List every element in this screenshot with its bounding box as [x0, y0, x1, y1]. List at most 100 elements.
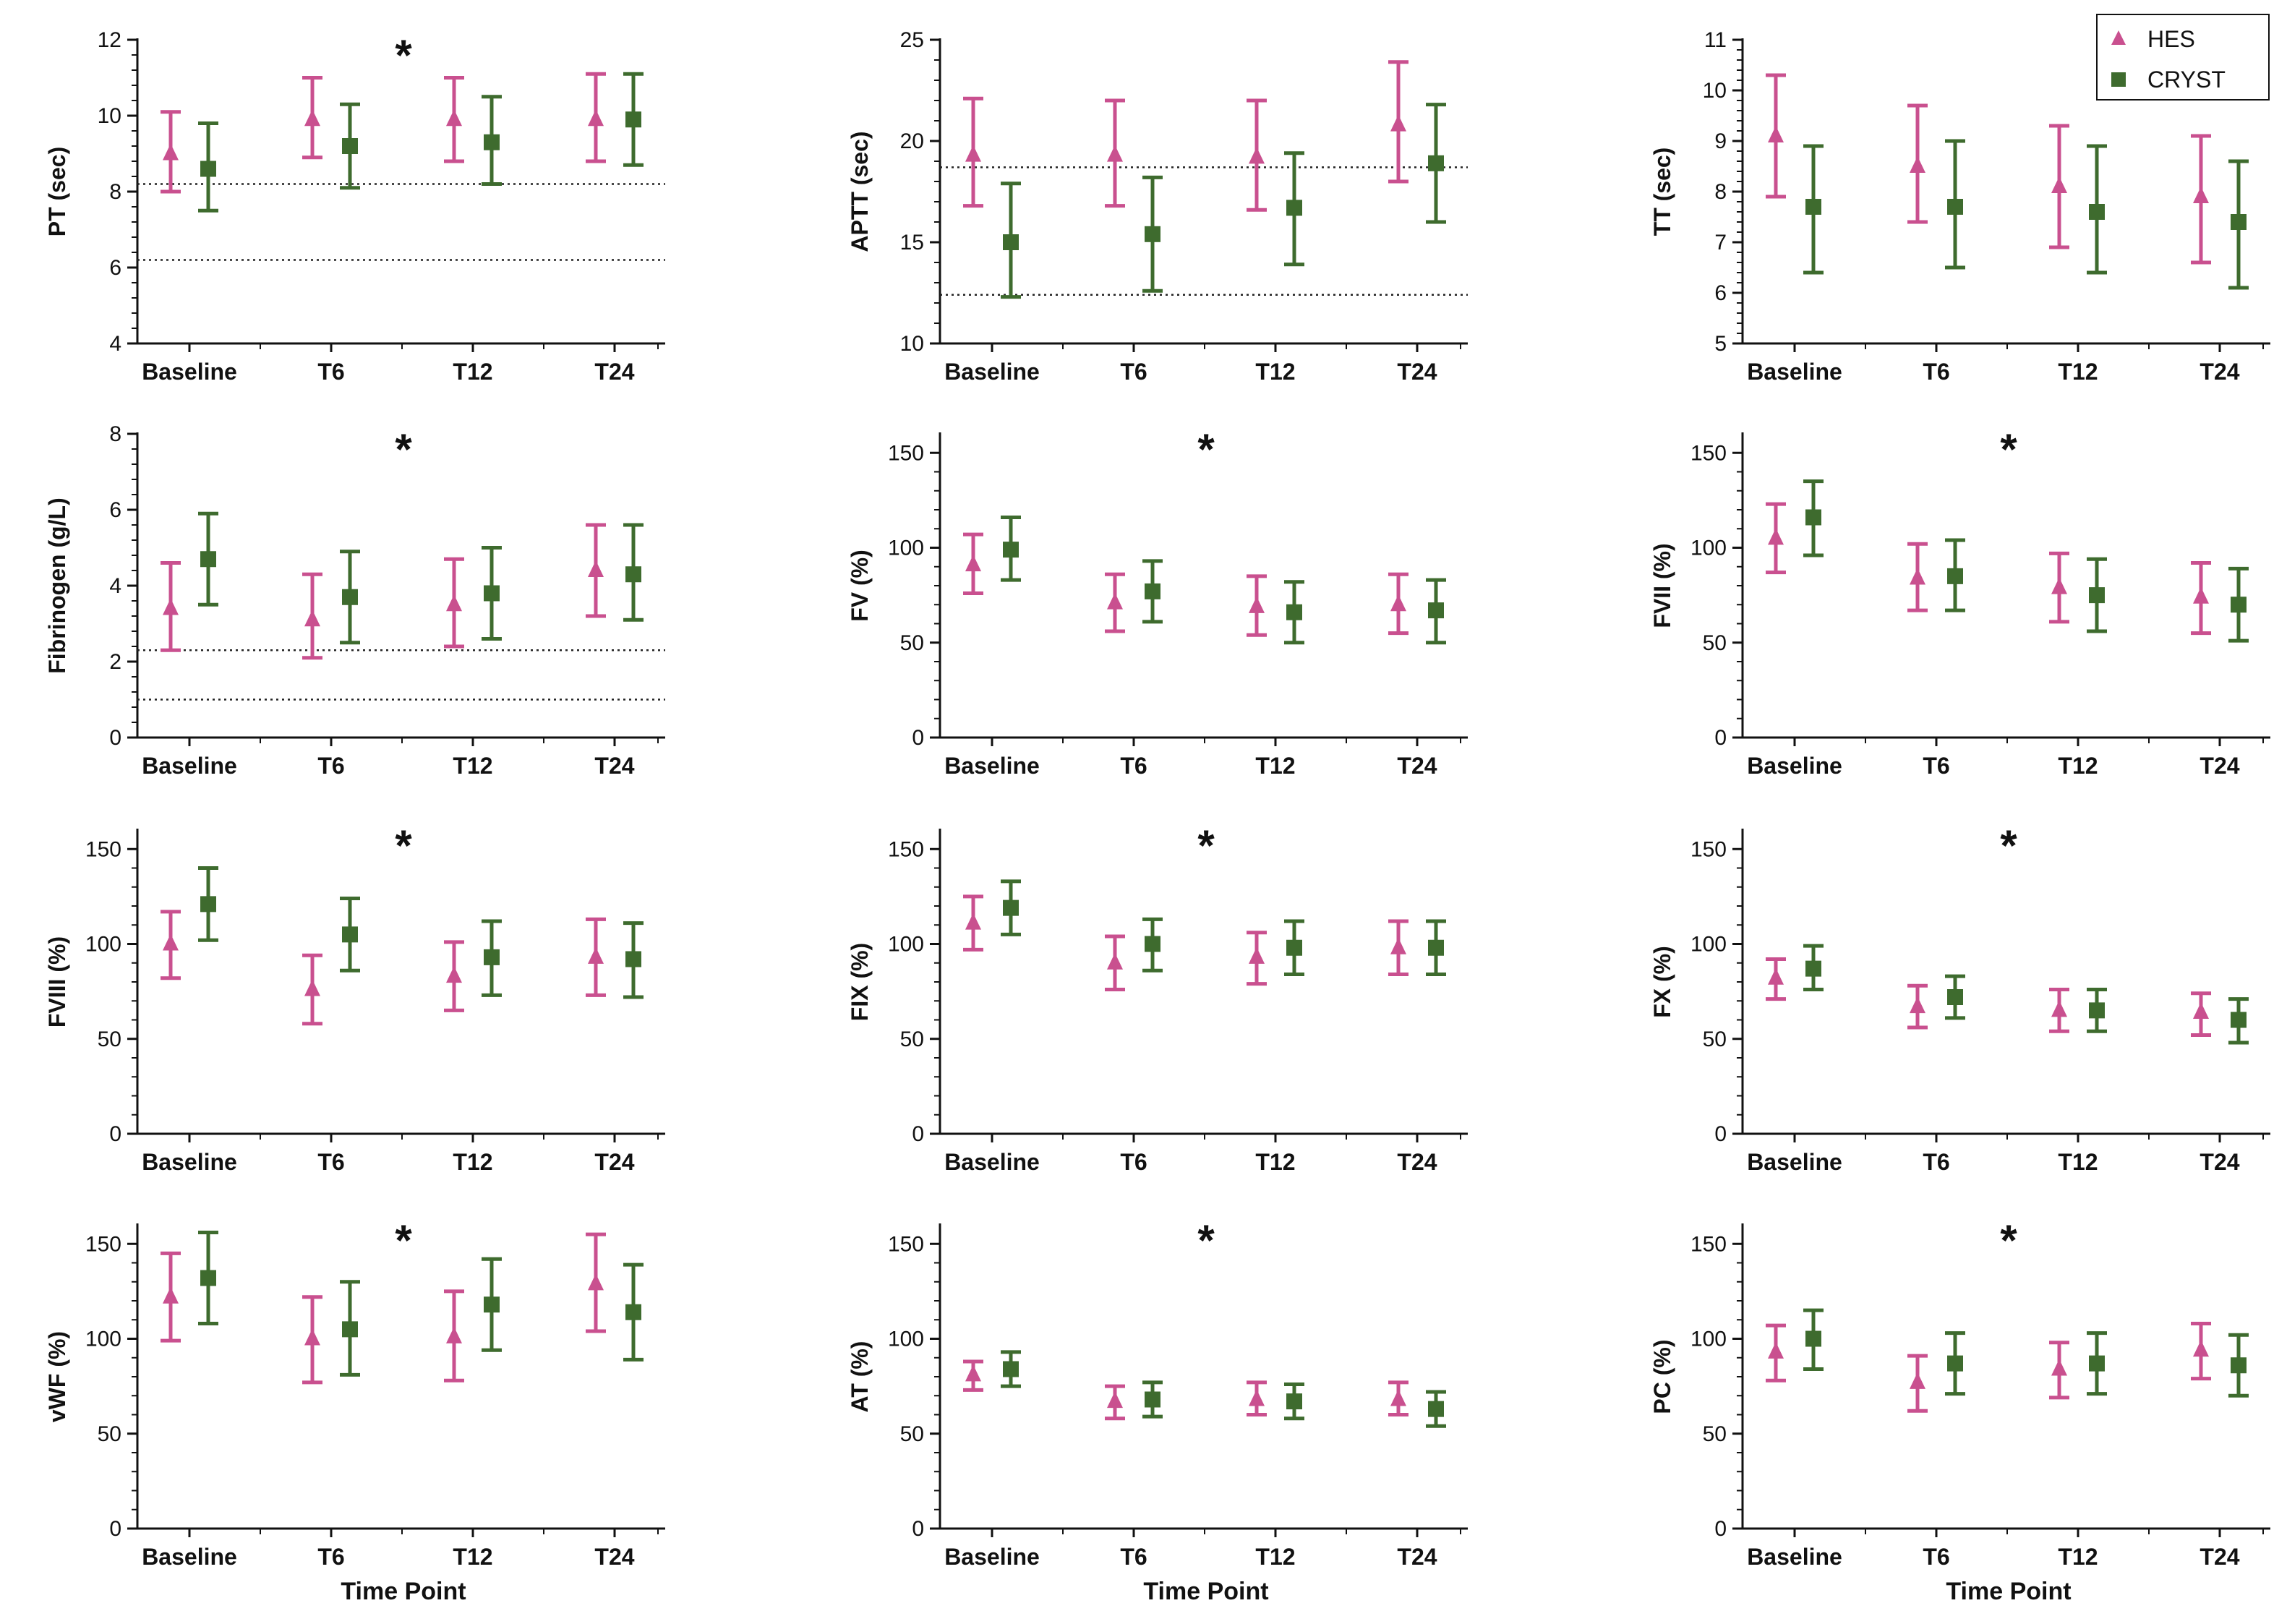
- significance-marker: *: [1197, 821, 1215, 870]
- significance-marker: *: [2000, 425, 2017, 474]
- x-tick-label: T12: [2058, 1149, 2098, 1175]
- x-tick-label: T6: [317, 359, 344, 385]
- data-point-cryst: [1805, 199, 1821, 215]
- x-axis-title: Time Point: [341, 1578, 466, 1605]
- panel-fvii: 0 50 100 150 Baseline T6 T12 T24 FVII (%) *: [1649, 425, 2270, 779]
- y-axis-label: PT (sec): [44, 147, 70, 236]
- y-tick-label: 15: [900, 231, 924, 255]
- x-tick-label: T24: [2200, 1544, 2239, 1570]
- data-point-cryst: [2089, 587, 2105, 604]
- data-point-cryst: [1805, 960, 1821, 977]
- data-point-hes: [1107, 145, 1123, 162]
- x-tick-label: T24: [2200, 753, 2239, 779]
- y-tick-label: 50: [900, 631, 924, 655]
- x-axis-title: Time Point: [1143, 1578, 1268, 1605]
- data-point-cryst: [1805, 1330, 1821, 1347]
- y-tick-label: 0: [1714, 726, 1727, 750]
- significance-marker: *: [2000, 1216, 2017, 1265]
- panel-vwf: 0 50 100 150 Baseline T6 T12 T24 vWF (%) Time Poi…: [44, 1216, 665, 1605]
- data-point-hes: [2051, 176, 2067, 193]
- data-point-cryst: [342, 589, 358, 605]
- y-tick-label: 0: [1714, 1517, 1727, 1541]
- y-tick-label: 12: [98, 28, 121, 52]
- y-tick-label: 100: [888, 1328, 924, 1351]
- data-point-hes: [1910, 1372, 1925, 1389]
- x-tick-label: Baseline: [944, 1544, 1040, 1570]
- data-point-cryst: [484, 949, 500, 965]
- y-tick-label: 25: [900, 28, 924, 52]
- y-tick-label: 5: [1714, 332, 1727, 356]
- data-point-cryst: [1145, 1391, 1160, 1408]
- x-tick-label: T24: [2200, 359, 2239, 385]
- x-tick-label: T6: [1923, 359, 1949, 385]
- x-tick-label: T6: [1923, 1149, 1949, 1175]
- data-point-hes: [304, 109, 320, 127]
- y-axis-label: AT (%): [847, 1341, 873, 1413]
- data-point-cryst: [2089, 1355, 2105, 1372]
- data-point-cryst: [484, 585, 500, 602]
- data-point-hes: [588, 946, 604, 964]
- data-point-hes: [1249, 596, 1265, 613]
- data-point-cryst: [1947, 199, 1963, 215]
- data-point-hes: [588, 109, 604, 127]
- data-point-cryst: [1428, 602, 1444, 619]
- data-point-cryst: [342, 926, 358, 943]
- y-tick-label: 0: [109, 1517, 121, 1541]
- data-point-hes: [1107, 952, 1123, 970]
- y-tick-label: 150: [888, 441, 924, 465]
- data-point-cryst: [2231, 1357, 2247, 1374]
- y-tick-label: 100: [1690, 537, 1727, 560]
- y-tick-label: 150: [888, 1232, 924, 1256]
- x-tick-label: Baseline: [1747, 753, 1842, 779]
- y-axis-label: APTT (sec): [847, 131, 873, 252]
- x-tick-label: Baseline: [944, 753, 1040, 779]
- y-tick-label: 6: [109, 498, 121, 522]
- data-point-hes: [965, 555, 981, 572]
- x-tick-label: T12: [453, 359, 492, 385]
- panel-fviii: 0 50 100 150 Baseline T6 T12 T24 FVIII (%) *: [44, 821, 665, 1175]
- x-tick-label: T6: [1923, 753, 1949, 779]
- data-point-hes: [163, 143, 179, 161]
- data-point-cryst: [1286, 939, 1302, 956]
- data-point-cryst: [2231, 214, 2247, 230]
- significance-marker: *: [1197, 425, 1215, 474]
- y-tick-label: 8: [1714, 180, 1727, 204]
- data-point-hes: [1768, 528, 1784, 545]
- y-tick-label: 4: [109, 332, 121, 356]
- y-tick-label: 8: [109, 422, 121, 446]
- x-tick-label: T6: [1120, 1544, 1147, 1570]
- x-tick-label: Baseline: [944, 1149, 1040, 1175]
- y-tick-label: 100: [888, 933, 924, 957]
- data-point-hes: [1768, 967, 1784, 985]
- panel-aptt: 10 15 20 25 Baseline T6 T12 T24 APTT (sec): [847, 28, 1468, 385]
- data-point-hes: [965, 145, 981, 162]
- x-tick-label: Baseline: [1747, 359, 1842, 385]
- data-point-hes: [1910, 568, 1925, 585]
- x-tick-label: T12: [1255, 359, 1295, 385]
- x-tick-label: T12: [453, 753, 492, 779]
- y-tick-label: 6: [1714, 281, 1727, 305]
- x-tick-label: T24: [594, 1544, 634, 1570]
- y-tick-label: 0: [109, 1122, 121, 1146]
- y-tick-label: 50: [1703, 631, 1727, 655]
- data-point-cryst: [1428, 155, 1444, 171]
- panel-pc: 0 50 100 150 Baseline T6 T12 T24 PC (%) Time Poin…: [1649, 1216, 2270, 1605]
- x-tick-label: T24: [1397, 1544, 1437, 1570]
- y-axis-label: FVII (%): [1649, 543, 1675, 628]
- data-point-cryst: [2089, 204, 2105, 220]
- data-point-hes: [304, 1328, 320, 1346]
- data-point-cryst: [1003, 234, 1019, 250]
- x-tick-label: T12: [2058, 753, 2098, 779]
- data-point-hes: [163, 598, 179, 615]
- data-point-cryst: [484, 134, 500, 150]
- data-point-cryst: [200, 161, 216, 177]
- x-tick-label: T12: [1255, 1149, 1295, 1175]
- data-point-cryst: [200, 1270, 216, 1286]
- data-point-hes: [1249, 946, 1265, 964]
- data-point-cryst: [200, 896, 216, 913]
- y-tick-label: 2: [109, 650, 121, 674]
- data-point-cryst: [1947, 989, 1963, 1005]
- data-point-cryst: [484, 1296, 500, 1313]
- data-point-hes: [2051, 577, 2067, 594]
- x-tick-label: T12: [2058, 1544, 2098, 1570]
